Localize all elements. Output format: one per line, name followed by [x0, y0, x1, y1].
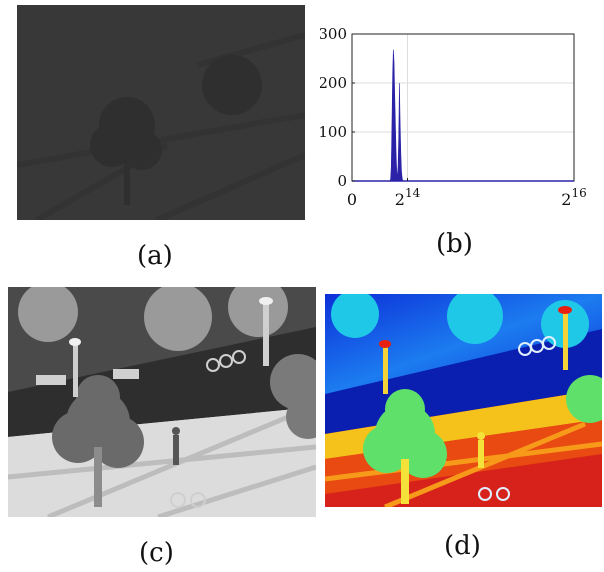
x-tick-label: 216: [561, 186, 586, 209]
caption-a: (a): [137, 241, 173, 271]
raw-thermal-image: [17, 5, 305, 220]
x-tick-label: 0: [347, 190, 357, 209]
caption-c: (c): [139, 538, 174, 568]
histogram-area: [389, 49, 407, 182]
pseudocolor-enhanced-image: [325, 294, 602, 507]
x-tick-label: 214: [395, 186, 421, 209]
y-tick-label: 200: [320, 74, 347, 92]
y-tick-label: 100: [320, 123, 347, 141]
caption-b: (b): [436, 229, 473, 259]
plot-frame: [351, 33, 575, 182]
grayscale-enhanced-image: [8, 287, 316, 517]
histogram-chart: 0 100 200 300 0 214 216: [320, 25, 587, 209]
y-tick-label: 0: [337, 172, 347, 190]
y-tick-label: 300: [320, 25, 347, 43]
caption-d: (d): [444, 531, 481, 561]
